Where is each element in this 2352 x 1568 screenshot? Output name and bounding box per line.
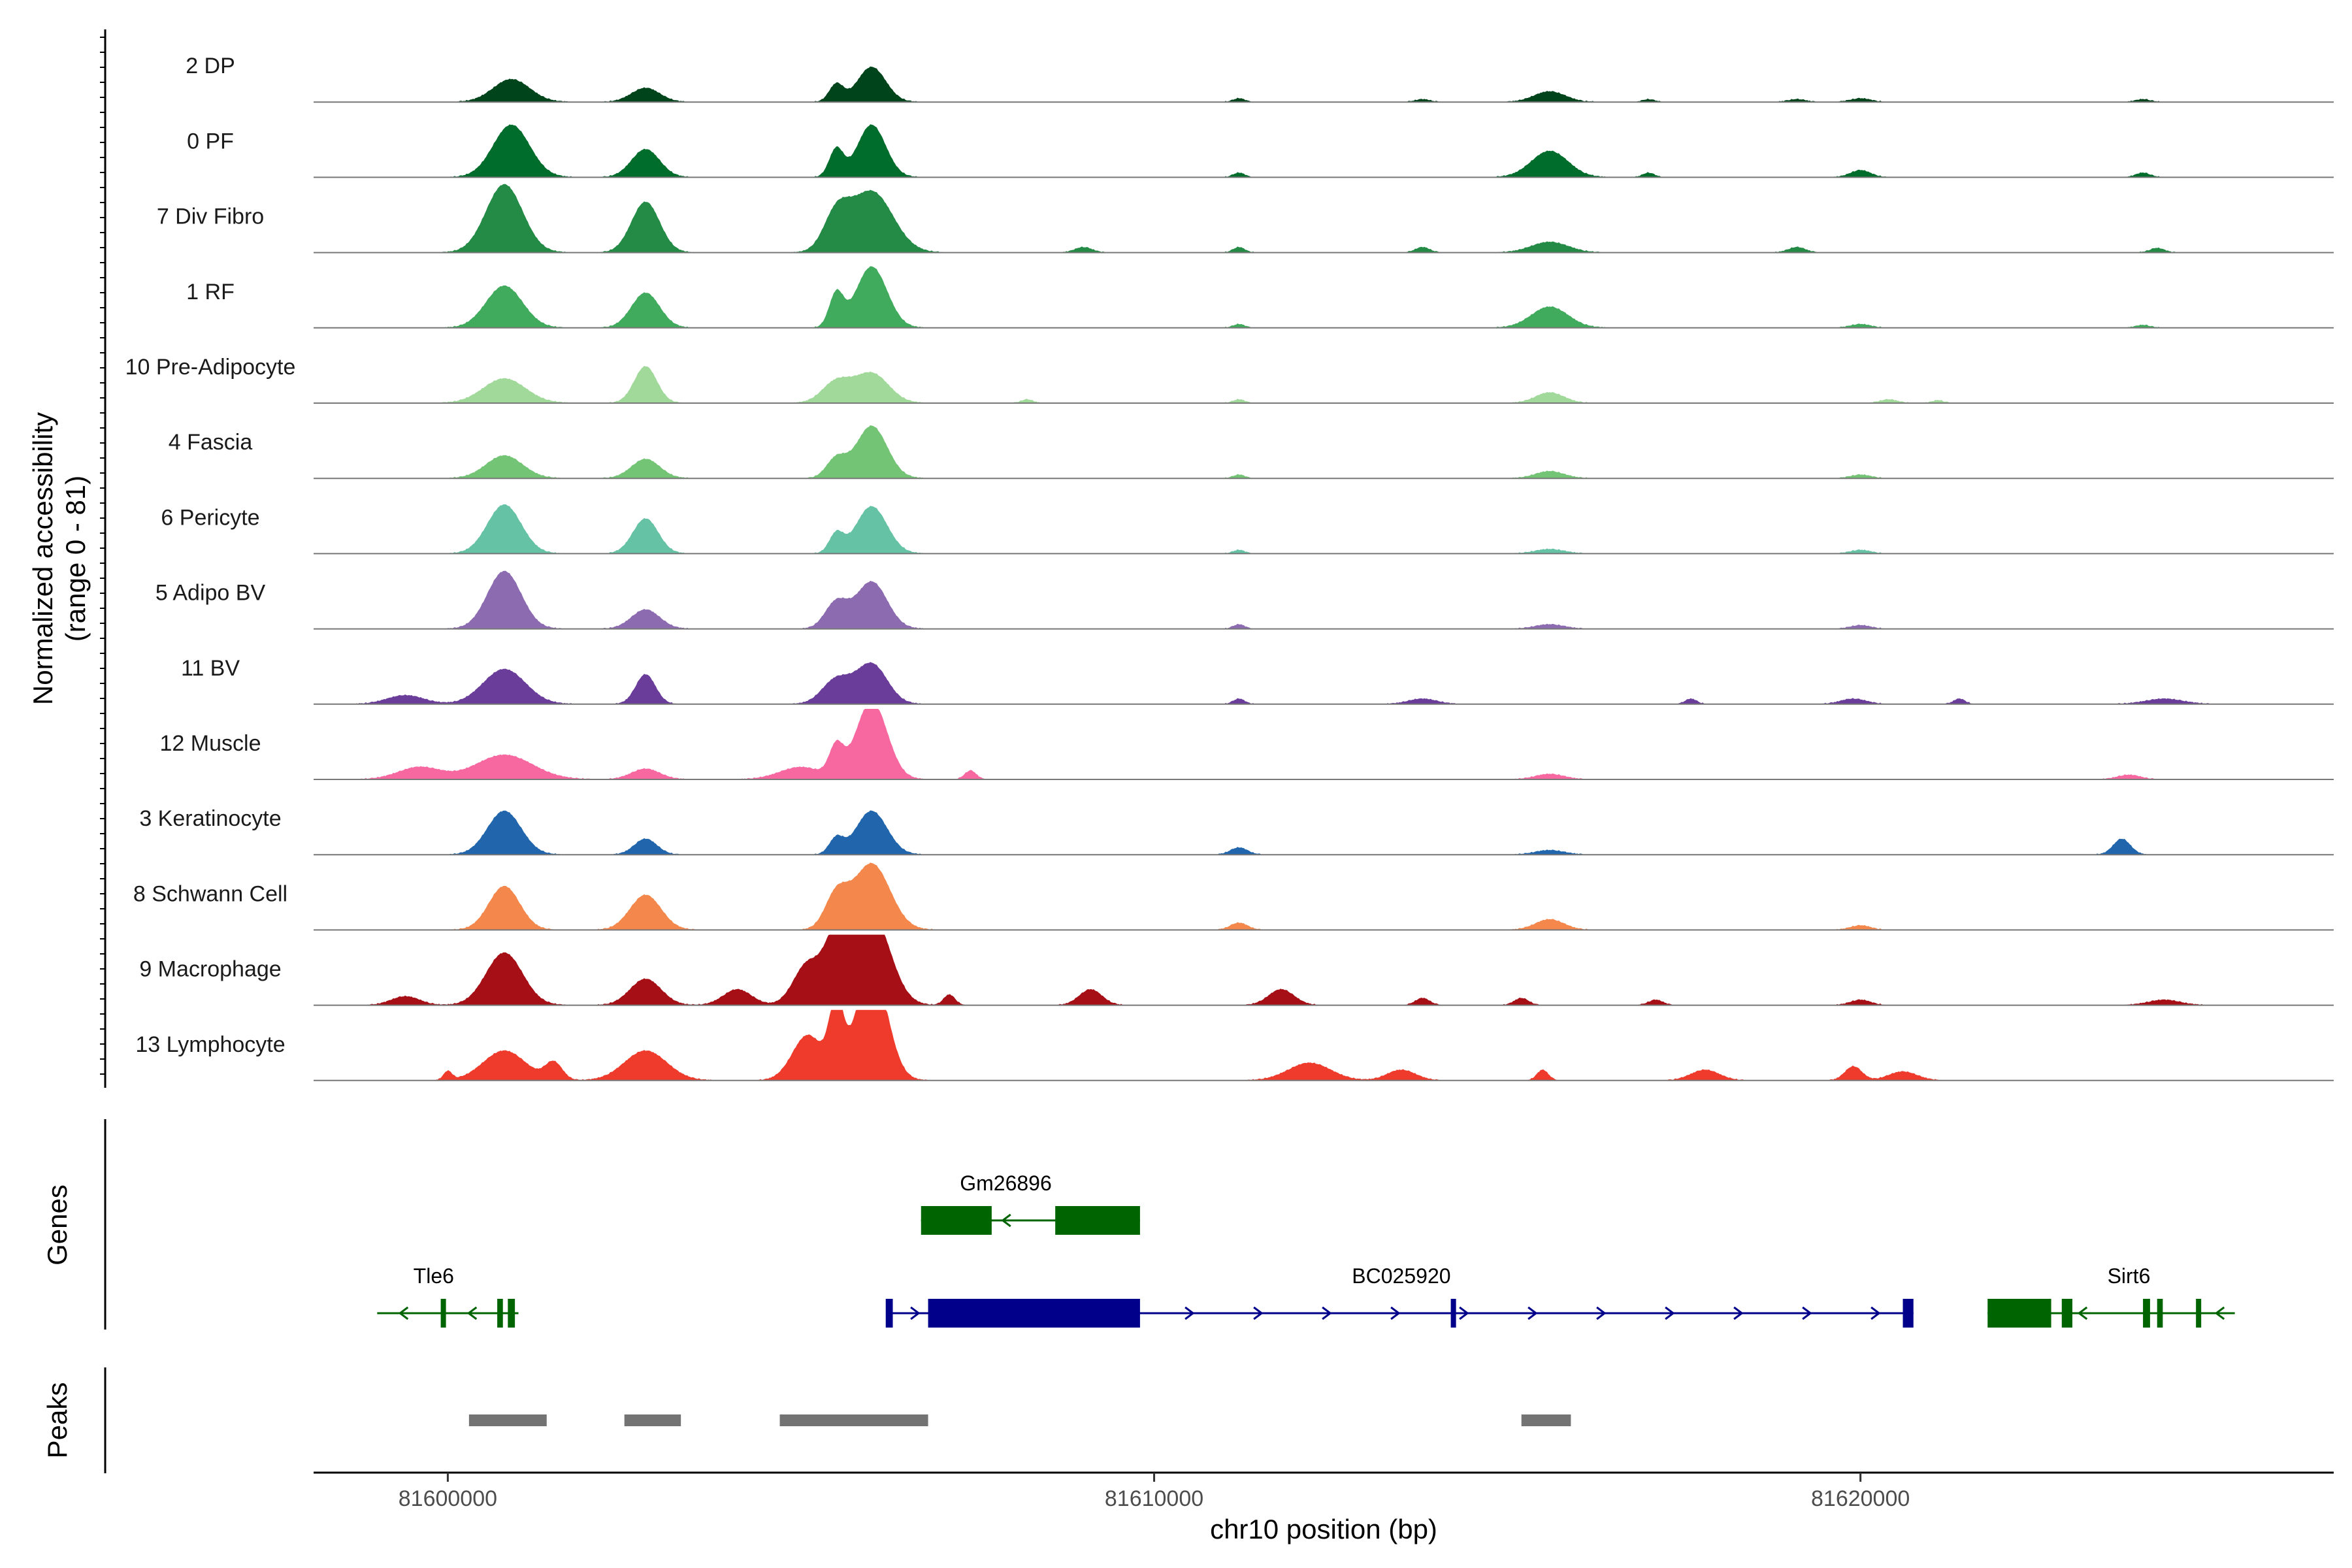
exon <box>2061 1299 2072 1328</box>
track-6-pericyte: 6 Pericyte <box>161 504 2334 555</box>
track-5-adipo-bv: 5 Adipo BV <box>155 570 2334 630</box>
coverage-area-8-schwann-cell <box>314 862 2334 930</box>
coverage-area-12-muscle <box>314 709 2334 779</box>
track-11-bv: 11 BV <box>181 656 2334 705</box>
x-axis-label: chr10 position (bp) <box>1210 1514 1437 1544</box>
x-tick-label: 81620000 <box>1811 1486 1910 1511</box>
track-label: 2 DP <box>186 54 235 78</box>
exon <box>2196 1299 2202 1328</box>
exon <box>1987 1299 2051 1328</box>
strand-arrow <box>398 1306 409 1320</box>
coverage-area-9-macrophage <box>314 934 2334 1005</box>
exon <box>921 1206 992 1235</box>
track-9-macrophage: 9 Macrophage <box>139 934 2334 1006</box>
track-label: 6 Pericyte <box>161 505 259 530</box>
genes-panel-label: Genes <box>42 1184 73 1266</box>
strand-arrow <box>1596 1306 1607 1320</box>
coverage-area-3-keratinocyte <box>314 810 2334 855</box>
genes-panel: Gm26896 BC025920 Tle6 Sirt6 <box>377 1171 2235 1328</box>
track-label: 3 Keratinocyte <box>139 806 281 831</box>
gene-label: BC025920 <box>1352 1264 1450 1288</box>
coverage-area-13-lymphocyte <box>314 1009 2334 1081</box>
exon <box>2157 1299 2163 1328</box>
gene-bc025920: BC025920 <box>885 1264 1914 1328</box>
track-10-pre-adipocyte: 10 Pre-Adipocyte <box>125 355 2334 404</box>
strand-arrow <box>1390 1306 1401 1320</box>
peaks-panel-label: Peaks <box>42 1382 73 1459</box>
x-tick-label: 81600000 <box>399 1486 497 1511</box>
gene-tle6: Tle6 <box>377 1264 519 1328</box>
track-4-fascia: 4 Fascia <box>169 425 2334 480</box>
exon <box>2143 1299 2150 1328</box>
track-label: 8 Schwann Cell <box>133 881 287 906</box>
track-label: 11 BV <box>181 656 240 681</box>
coverage-area-11-bv <box>314 662 2334 704</box>
coverage-panel: 2 DP 0 PF 7 Div Fibro 1 RF 10 Pre-Adipocyte 4… <box>125 54 2334 1081</box>
strand-arrow <box>1253 1306 1264 1320</box>
coverage-area-1-rf <box>314 266 2334 328</box>
strand-arrow <box>1322 1306 1332 1320</box>
gene-label: Gm26896 <box>960 1171 1052 1195</box>
exon <box>1903 1299 1914 1328</box>
y-axis-range-label: (range 0 - 81) <box>60 476 91 642</box>
strand-arrow <box>1184 1306 1195 1320</box>
track-8-schwann-cell: 8 Schwann Cell <box>133 862 2334 931</box>
exon <box>928 1299 1140 1328</box>
track-label: 9 Macrophage <box>139 957 281 982</box>
strand-arrow <box>1802 1306 1812 1320</box>
track-12-muscle: 12 Muscle <box>160 709 2334 780</box>
track-label: 4 Fascia <box>169 430 253 455</box>
strand-arrow <box>466 1306 478 1320</box>
peaks-panel <box>468 1414 1571 1426</box>
gene-sirt6: Sirt6 <box>1987 1264 2235 1328</box>
strand-arrow <box>910 1306 921 1320</box>
coverage-area-2-dp <box>314 66 2334 103</box>
coverage-area-7-div-fibro <box>314 184 2334 253</box>
track-label: 13 Lymphocyte <box>135 1032 285 1057</box>
track-label: 10 Pre-Adipocyte <box>125 355 296 380</box>
exon <box>885 1299 893 1328</box>
track-label: 1 RF <box>186 280 235 304</box>
track-2-dp: 2 DP <box>186 54 2334 103</box>
strand-arrow <box>1459 1306 1469 1320</box>
gene-label: Sirt6 <box>2108 1264 2151 1288</box>
track-1-rf: 1 RF <box>186 266 2334 329</box>
y-axis-ticks <box>100 37 105 1075</box>
exon <box>1055 1206 1140 1235</box>
peak-region <box>624 1414 681 1426</box>
strand-arrow <box>2214 1306 2225 1320</box>
coverage-area-5-adipo-bv <box>314 570 2334 629</box>
y-axis-label: Normalized accessibility <box>27 412 58 705</box>
track-13-lymphocyte: 13 Lymphocyte <box>135 1009 2334 1081</box>
x-tick-label: 81610000 <box>1105 1486 1203 1511</box>
track-7-div-fibro: 7 Div Fibro <box>157 184 2334 253</box>
exon <box>497 1299 503 1328</box>
strand-arrow <box>1665 1306 1675 1320</box>
track-label: 7 Div Fibro <box>157 204 264 229</box>
peak-region <box>468 1414 547 1426</box>
strand-arrow <box>1001 1213 1011 1228</box>
coverage-area-6-pericyte <box>314 504 2334 554</box>
strand-arrow <box>2077 1306 2088 1320</box>
track-label: 12 Muscle <box>160 731 261 756</box>
strand-arrow <box>1527 1306 1538 1320</box>
strand-arrow <box>1733 1306 1744 1320</box>
coverage-area-10-pre-adipocyte <box>314 366 2334 403</box>
track-label: 0 PF <box>187 129 234 154</box>
exon <box>508 1299 515 1328</box>
strand-arrow <box>1870 1306 1881 1320</box>
gene-label: Tle6 <box>414 1264 454 1288</box>
exon <box>1450 1299 1456 1328</box>
track-label: 5 Adipo BV <box>155 581 266 606</box>
track-3-keratinocyte: 3 Keratinocyte <box>139 806 2334 856</box>
peak-region <box>1521 1414 1571 1426</box>
track-0-pf: 0 PF <box>187 124 2334 178</box>
coverage-area-4-fascia <box>314 425 2334 479</box>
exon <box>440 1299 446 1328</box>
coverage-area-0-pf <box>314 124 2334 178</box>
peak-region <box>779 1414 928 1426</box>
x-axis-ticks: 81600000 81610000 81620000 <box>399 1473 1910 1511</box>
gene-gm26896: Gm26896 <box>921 1171 1140 1235</box>
